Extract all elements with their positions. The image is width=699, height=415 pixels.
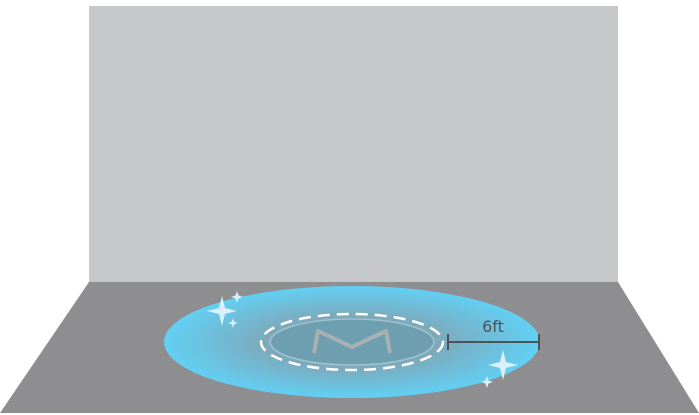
device-base	[269, 318, 435, 366]
dashed-boundary	[259, 312, 445, 372]
back-wall	[89, 6, 618, 282]
logo	[312, 329, 392, 354]
dimension-label: 6ft	[482, 317, 504, 336]
dimension-line	[447, 334, 540, 350]
sparkles	[207, 291, 518, 388]
